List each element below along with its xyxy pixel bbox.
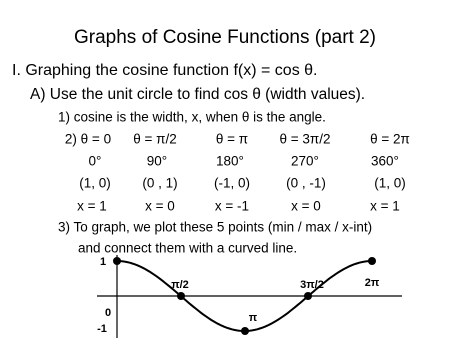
table-cell: θ = 3π/2 — [280, 132, 331, 147]
point — [113, 257, 121, 265]
table-cell: x = -1 — [215, 199, 249, 214]
step-text: 3) To graph, we plot these 5 points (min… — [58, 220, 372, 235]
table: 2) θ = 0 θ = π/2 θ = π θ = 3π/2 θ = 2π 0° 90° 1… — [65, 132, 410, 214]
x-label: 3π/2 — [300, 279, 324, 291]
table-cell: 2) θ = 0 — [65, 132, 111, 147]
table-cell: 180° — [216, 154, 244, 169]
y-label: 1 — [100, 256, 106, 268]
point — [177, 292, 185, 300]
table-cell: (1, 0) — [374, 176, 406, 191]
table-cell: (-1, 0) — [214, 176, 250, 191]
x-label: π — [249, 312, 258, 324]
heading: I. Graphing the cosine function f(x) = c… — [12, 62, 318, 79]
table-cell: x = 1 — [77, 199, 107, 214]
point — [368, 257, 376, 265]
table-cell: θ = 2π — [370, 132, 410, 147]
x-label: π/2 — [171, 279, 189, 291]
table-cell: x = 0 — [291, 199, 321, 214]
y-label: 0 — [105, 307, 111, 319]
table-cell: 270° — [291, 154, 319, 169]
table-cell: (0 , -1) — [286, 176, 326, 191]
point — [304, 292, 312, 300]
table-cell: 90° — [147, 154, 167, 169]
table-cell: 0° — [89, 154, 102, 169]
table-cell: θ = π — [216, 132, 248, 147]
title: Graphs of Cosine Functions (part 2) — [74, 27, 376, 48]
table-cell: 360° — [371, 154, 399, 169]
y-label: -1 — [97, 323, 107, 335]
point — [241, 327, 249, 335]
table-cell: (1, 0) — [79, 176, 111, 191]
x-label: 2π — [365, 277, 380, 289]
table-cell: x = 1 — [370, 199, 400, 214]
table-cell: (0 , 1) — [142, 176, 177, 191]
table-cell: θ = π/2 — [133, 132, 176, 147]
table-cell: x = 0 — [145, 199, 175, 214]
step-text: and connect them with a curved line. — [78, 241, 297, 256]
step-text: 1) cosine is the width, x, when θ is the… — [58, 110, 326, 125]
subheading: A) Use the unit circle to find cos θ (wi… — [30, 86, 365, 103]
graph: 1 0 -1 π/2 π 3π/2 2π — [97, 255, 402, 338]
